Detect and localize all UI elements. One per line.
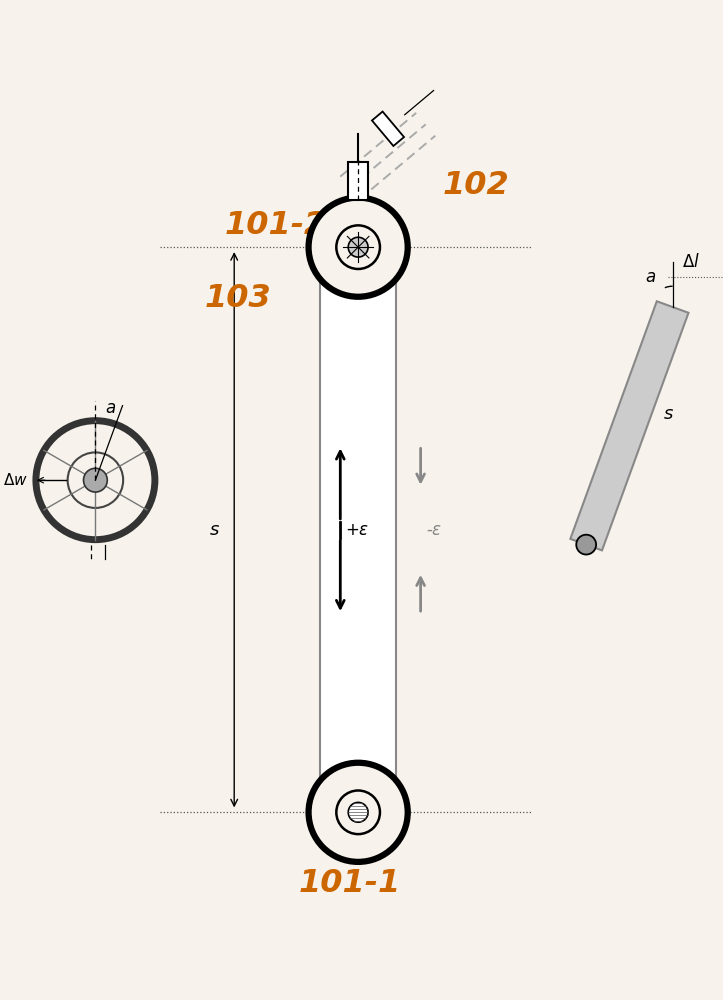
Text: +$\varepsilon$: +$\varepsilon$ [346, 521, 369, 539]
Circle shape [36, 421, 155, 540]
Text: r: r [111, 473, 118, 488]
Circle shape [309, 763, 408, 862]
Text: s: s [664, 405, 673, 423]
Circle shape [68, 452, 123, 508]
Polygon shape [372, 112, 404, 146]
Text: a: a [646, 268, 656, 286]
Polygon shape [348, 162, 368, 200]
Circle shape [348, 237, 368, 257]
Circle shape [336, 790, 380, 834]
Text: 102: 102 [442, 170, 509, 201]
Text: 103: 103 [205, 283, 271, 314]
Text: 101-1: 101-1 [299, 868, 401, 899]
Circle shape [336, 225, 380, 269]
Text: $\Delta l$: $\Delta l$ [682, 253, 699, 271]
Circle shape [309, 198, 408, 297]
Text: a: a [106, 399, 116, 417]
Polygon shape [570, 301, 688, 550]
Text: $\Delta w$: $\Delta w$ [3, 472, 28, 488]
Text: s: s [210, 521, 219, 539]
Text: -$\varepsilon$: -$\varepsilon$ [426, 521, 442, 539]
Circle shape [348, 802, 368, 822]
Circle shape [576, 535, 596, 555]
Text: 101-2: 101-2 [224, 210, 327, 241]
Polygon shape [320, 247, 395, 812]
Circle shape [83, 468, 107, 492]
